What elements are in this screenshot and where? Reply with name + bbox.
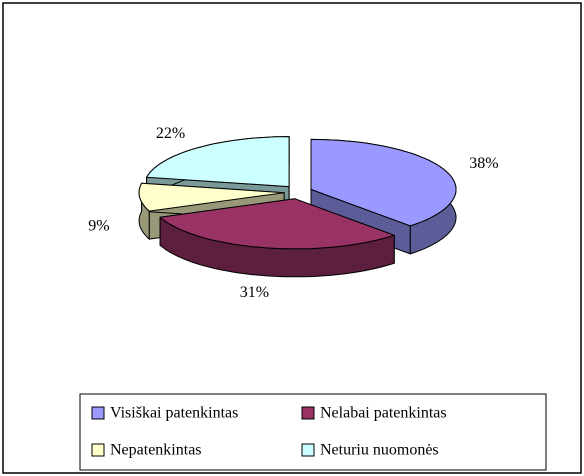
legend-label: Nepatenkintas [110,442,202,459]
data-label: 38% [469,155,498,172]
data-label: 31% [240,284,269,301]
slice-top [310,138,457,227]
slice-top [138,182,285,212]
data-label: 22% [156,125,185,142]
slice-top [159,198,395,250]
data-label: 9% [88,218,109,235]
legend-swatch [301,443,315,457]
legend-swatch [91,406,105,420]
legend-swatch [301,406,315,420]
slice-top [146,136,290,188]
legend-label: Visiškai patenkintas [110,405,238,422]
legend-label: Neturiu nuomonės [320,442,439,459]
legend-swatch [91,443,105,457]
legend-label: Nelabai patenkintas [320,405,447,422]
